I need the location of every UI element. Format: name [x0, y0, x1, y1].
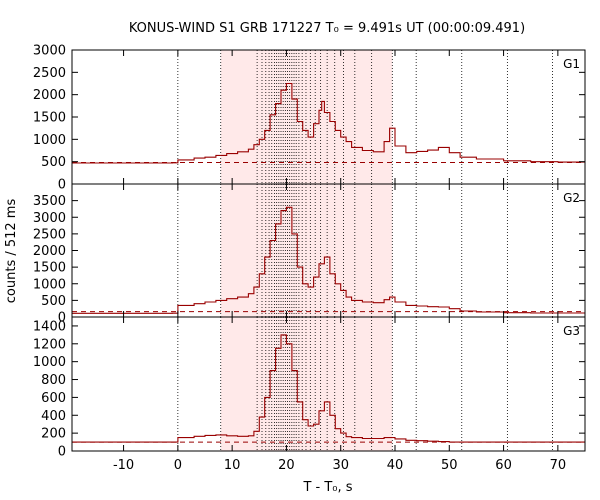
panel-label-g3: G3 — [563, 324, 580, 338]
y-tick-label: 2500 — [33, 66, 66, 81]
panel-g1: 0 500 1000 1500 2000 2500 3000 G1 — [33, 44, 586, 193]
x-tick-label: 20 — [278, 458, 295, 473]
x-axis: -10 0 10 20 30 40 50 60 70 — [113, 458, 566, 473]
y-tick-label: 3000 — [33, 44, 66, 59]
y-tick-label: 1500 — [33, 261, 66, 276]
x-tick-label: 10 — [224, 458, 241, 473]
panel-label-g2: G2 — [563, 191, 580, 205]
x-tick-label: 30 — [332, 458, 349, 473]
y-tick-label: 800 — [41, 373, 66, 388]
y-tick-label: 0 — [58, 178, 66, 193]
y-tick-label: 200 — [41, 427, 66, 442]
x-axis-title: T - T₀, s — [302, 480, 352, 495]
panels-group: 050010001500200025003000G105001000150020… — [33, 44, 586, 460]
y-tick-label: 500 — [41, 294, 66, 309]
light-curve-g1 — [72, 82, 585, 164]
y-tick-label: 1500 — [33, 111, 66, 126]
x-tick-label: 70 — [550, 458, 567, 473]
y-tick-label: 0 — [58, 311, 66, 326]
x-tick-label: -10 — [113, 458, 134, 473]
y-tick-label: 1400 — [33, 319, 66, 334]
highlight-region — [220, 317, 393, 451]
y-tick-label: 500 — [41, 155, 66, 170]
x-tick-label: 60 — [495, 458, 512, 473]
y-tick-label: 2000 — [33, 88, 66, 103]
y-tick-label: 1000 — [33, 277, 66, 292]
panel-g3: 0 200 400 600 800 1000 1200 1400 G3 — [33, 316, 586, 460]
y-tick-label: 2000 — [33, 244, 66, 259]
x-tick-label: 50 — [441, 458, 458, 473]
y-tick-label: 1000 — [33, 133, 66, 148]
y-tick-label: 600 — [41, 391, 66, 406]
x-tick-label: 0 — [174, 458, 182, 473]
light-curve-g3 — [72, 334, 585, 443]
y-axis-title: counts / 512 ms — [4, 199, 19, 304]
highlight-region — [220, 184, 393, 317]
chart-title: KONUS-WIND S1 GRB 171227 T₀ = 9.491s UT … — [129, 21, 525, 36]
x-tick-label: 40 — [387, 458, 404, 473]
y-tick-label: 3500 — [33, 194, 66, 209]
y-tick-label: 1000 — [33, 355, 66, 370]
y-tick-label: 1200 — [33, 337, 66, 352]
y-tick-label: 0 — [58, 445, 66, 460]
highlight-region — [220, 50, 393, 184]
panel-frame — [71, 316, 586, 452]
panel-label-g1: G1 — [563, 57, 580, 71]
y-tick-label: 400 — [41, 409, 66, 424]
light-curve-g2 — [72, 206, 585, 314]
y-tick-label: 3000 — [33, 211, 66, 226]
y-tick-label: 2500 — [33, 227, 66, 242]
